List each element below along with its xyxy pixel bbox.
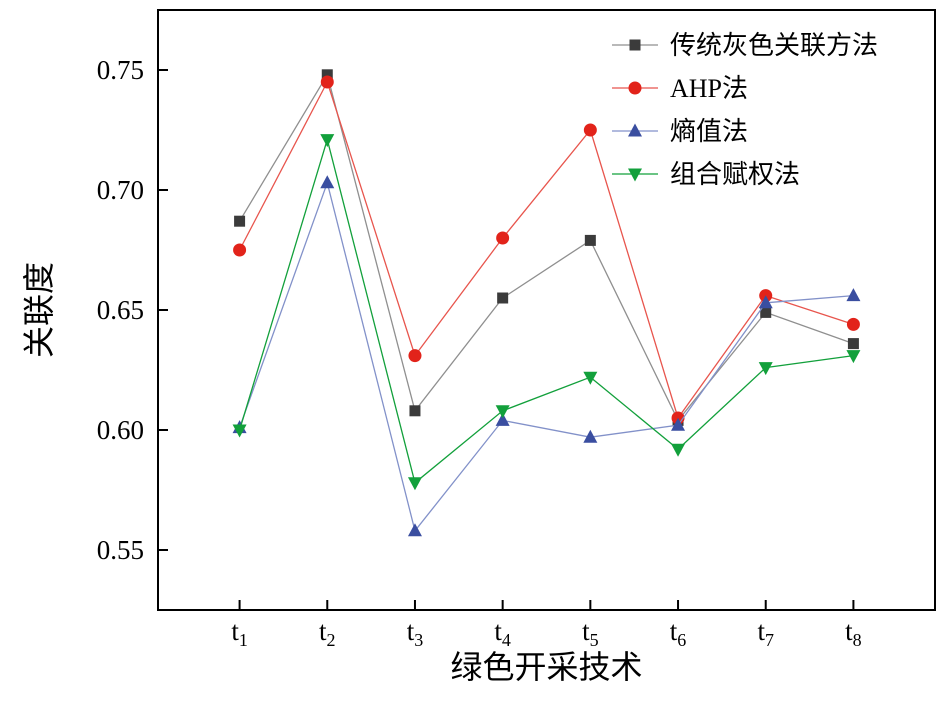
marker-triangle-down — [495, 405, 510, 419]
y-tick-label: 0.65 — [97, 295, 144, 325]
marker-triangle-up — [671, 417, 686, 431]
y-tick-label: 0.75 — [97, 55, 144, 85]
marker-circle — [320, 75, 334, 89]
x-tick-label: t2 — [319, 616, 336, 650]
legend-item-1: AHP法 — [612, 74, 748, 103]
legend-item-3: 组合赋权法 — [612, 160, 800, 189]
marker-triangle-down — [320, 134, 335, 148]
x-axis-title: 绿色开采技术 — [450, 649, 642, 685]
x-tick-label: t5 — [582, 616, 599, 650]
series-line-0 — [239, 73, 854, 422]
marker-triangle-up — [758, 295, 773, 309]
marker-triangle-up — [320, 175, 335, 189]
marker-square — [409, 405, 421, 417]
x-tick-label: t7 — [757, 616, 774, 650]
x-tick-label: t1 — [231, 616, 248, 650]
marker-triangle-up — [495, 412, 510, 426]
marker-circle — [408, 349, 422, 363]
marker-circle — [233, 243, 247, 257]
legend-label-3: 组合赋权法 — [670, 160, 800, 189]
marker-square — [760, 306, 772, 318]
marker-triangle-up — [846, 288, 861, 302]
marker-square — [584, 234, 596, 246]
x-tick-label: t3 — [407, 616, 424, 650]
plot-border — [157, 9, 936, 611]
marker-square — [234, 215, 246, 227]
x-tick-label: t4 — [494, 616, 511, 650]
marker-circle — [496, 231, 510, 245]
y-axis: 0.55 0.60 0.65 0.70 0.75 — [97, 55, 168, 565]
marker-triangle-down — [758, 362, 773, 376]
marker-circle — [583, 123, 597, 137]
marker-triangle-down — [232, 424, 247, 438]
x-axis: t1 t2 t3 t4 t5 t6 t7 t8 — [231, 600, 862, 650]
marker-triangle-down — [671, 443, 686, 457]
legend-item-2: 熵值法 — [612, 117, 748, 146]
marker-circle — [628, 81, 642, 95]
legend-label-2: 熵值法 — [670, 117, 748, 146]
marker-square — [321, 69, 333, 81]
marker-square — [847, 338, 859, 350]
y-tick-label: 0.60 — [97, 415, 144, 445]
x-tick-label: t8 — [845, 616, 862, 650]
series-3 — [232, 134, 861, 491]
series-line-3 — [238, 137, 854, 484]
legend-label-0: 传统灰色关联方法 — [670, 31, 878, 60]
marker-square — [497, 292, 509, 304]
y-tick-label: 0.70 — [97, 175, 144, 205]
y-tick-label: 0.55 — [97, 535, 144, 565]
marker-triangle-up — [628, 123, 642, 137]
marker-triangle-up — [583, 429, 598, 443]
marker-triangle-down — [846, 350, 861, 364]
series-2 — [232, 175, 861, 537]
legend-label-1: AHP法 — [670, 74, 748, 103]
marker-triangle-down — [407, 477, 422, 491]
x-tick-label: t6 — [670, 616, 687, 650]
marker-circle — [846, 317, 860, 331]
marker-square — [629, 39, 641, 51]
series-line-1 — [239, 80, 854, 420]
marker-triangle-down — [628, 168, 642, 182]
series-line-2 — [238, 180, 854, 533]
marker-triangle-down — [583, 371, 598, 385]
legend-item-0: 传统灰色关联方法 — [612, 31, 878, 60]
y-axis-title: 关联度 — [21, 262, 57, 358]
marker-triangle-up — [407, 523, 422, 537]
